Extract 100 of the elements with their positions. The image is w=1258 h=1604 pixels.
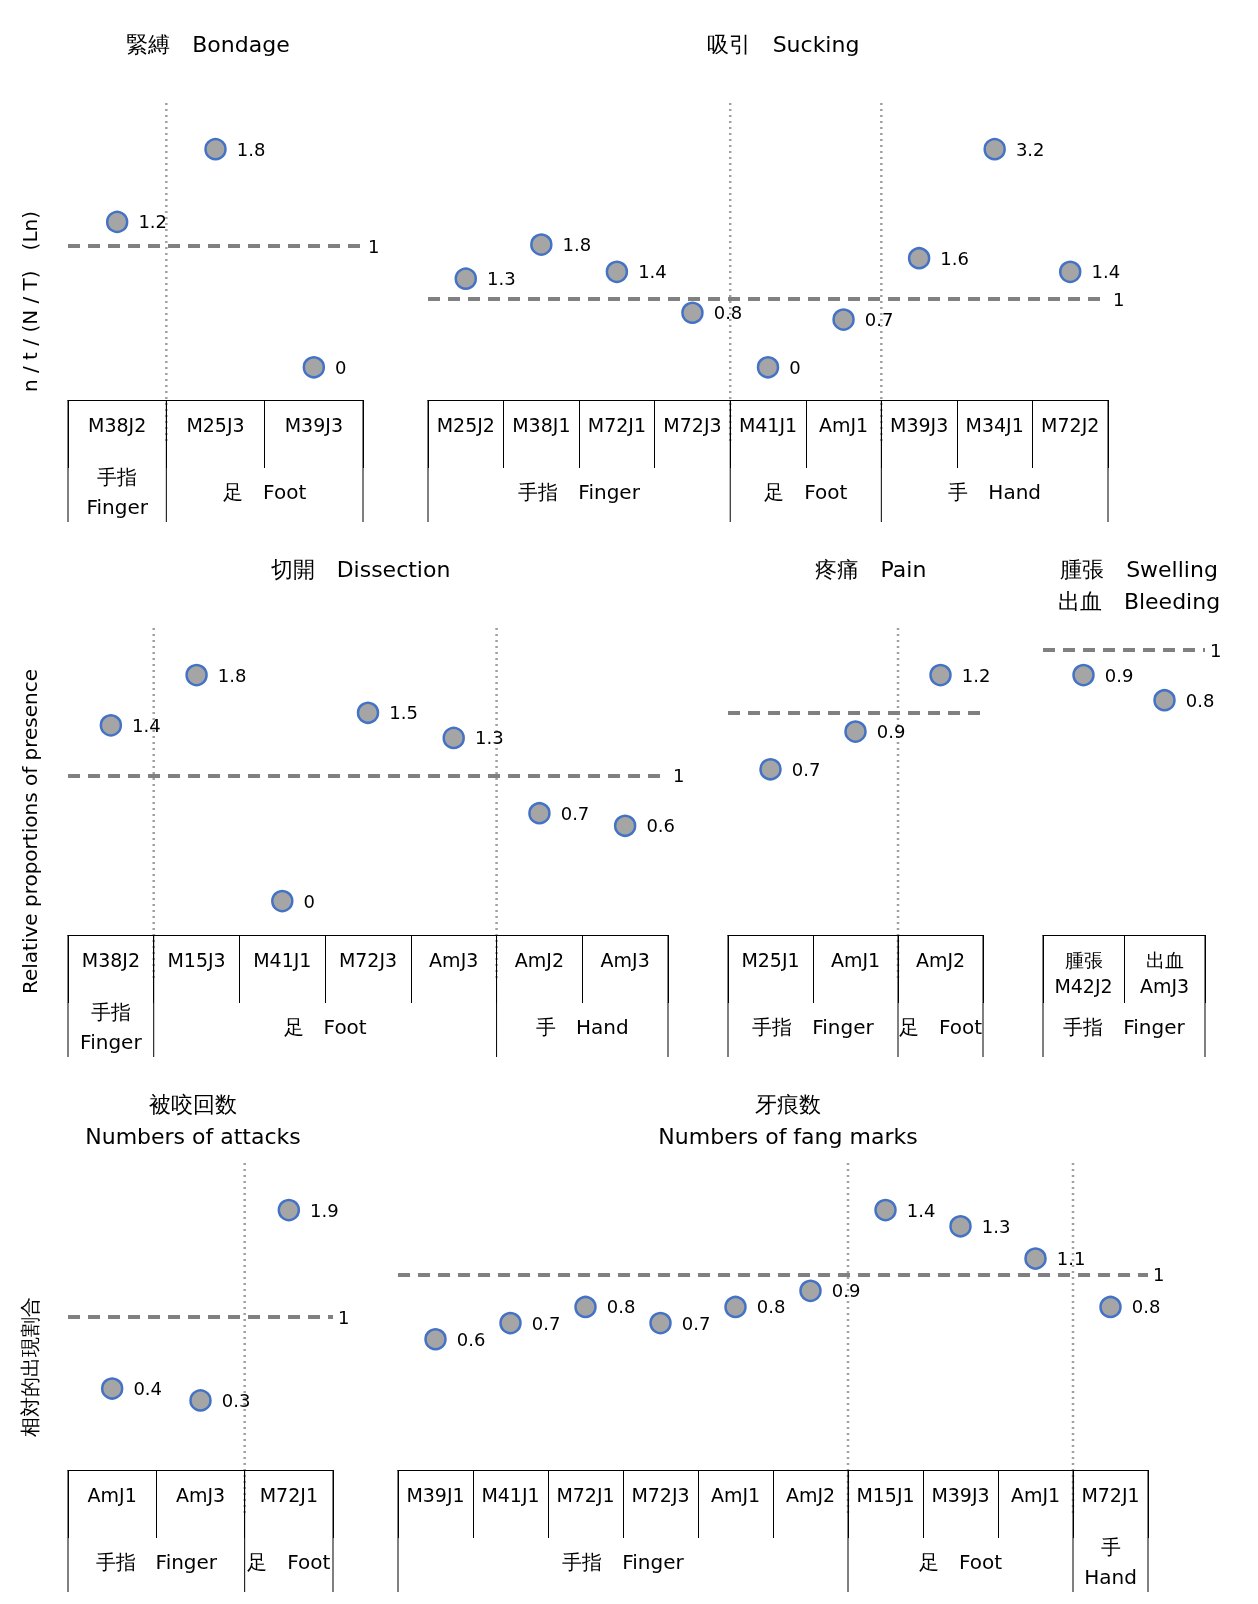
point [649, 1311, 672, 1335]
data-label: 0.9 [876, 721, 906, 743]
point [1024, 1247, 1047, 1270]
point [530, 233, 553, 256]
data-label: 0.8 [713, 302, 743, 324]
point [271, 889, 294, 913]
x-tick-label: AmJ2 [915, 949, 966, 971]
point [756, 356, 780, 379]
text: 手指 Finger [562, 1550, 685, 1574]
data-label: 1.8 [236, 138, 266, 160]
point [499, 1311, 522, 1335]
data-label: 1.3 [981, 1215, 1011, 1237]
x-tick-label: M38J2 [88, 414, 147, 436]
x-tick-label: M39J3 [284, 414, 343, 436]
x-tick-label: AmJ1 [710, 1484, 761, 1506]
data-label: 0.8 [1185, 689, 1215, 711]
text: 手指 Finger [752, 1015, 875, 1039]
x-tick-label: M25J2 [436, 414, 495, 436]
point [185, 663, 208, 687]
x-tick-label: M72J1 [259, 1484, 318, 1506]
data-label: 1.5 [389, 702, 418, 724]
x-tick-label: M34J1 [965, 414, 1024, 436]
point [799, 1279, 822, 1303]
data-label: 1.2 [961, 664, 991, 686]
x-tick-label: M72J3 [338, 949, 398, 971]
data-label: 1.1 [1056, 1248, 1086, 1270]
x-tick-label: AmJ2 [785, 1484, 836, 1506]
x-tick-label: AmJ3 [429, 949, 479, 971]
x-tick-label: M38J1 [512, 414, 571, 436]
text: 手 Hand [535, 1015, 629, 1039]
ref-line-label: 1 [1113, 288, 1125, 310]
point [574, 1295, 597, 1319]
point [99, 714, 123, 737]
x-tick-label: AmJ3 [175, 1484, 226, 1506]
text: 手 Hand [1084, 1535, 1137, 1589]
data-label: 0.7 [531, 1312, 561, 1334]
x-tick-label: AmJ3 [600, 949, 650, 971]
point [1099, 1295, 1122, 1319]
x-tick-label: M39J1 [406, 1484, 465, 1506]
text: 手指 Finger [1063, 1015, 1186, 1039]
text: 足 Foot [223, 480, 307, 504]
point [1058, 260, 1082, 284]
text: 足 Foot [764, 480, 848, 504]
x-tick-label: M39J3 [931, 1484, 990, 1506]
x-tick-label: 腫張 M42J2 [1054, 949, 1113, 997]
x-tick-label: AmJ1 [1010, 1484, 1061, 1506]
x-tick-label: M41J1 [738, 414, 798, 436]
data-label: 0 [789, 356, 801, 378]
data-label: 0 [303, 890, 315, 912]
chart-title: 牙痕数 Numbers of fang marks [658, 1091, 918, 1149]
data-label: 0.7 [864, 309, 894, 331]
data-label: 0.8 [606, 1296, 636, 1318]
x-tick-label: M72J1 [1081, 1484, 1140, 1506]
chart-title: 切開 Dissection [270, 556, 451, 582]
point [681, 301, 704, 324]
text: 手指 Finger [86, 465, 149, 519]
x-tick-label: M39J3 [889, 414, 949, 436]
x-tick-label: M15J1 [856, 1484, 915, 1506]
text: 手指 Finger [95, 1550, 218, 1574]
data-label: 0.7 [681, 1312, 711, 1334]
point [983, 137, 1006, 161]
x-tick-label: M72J1 [556, 1484, 615, 1506]
x-tick-label: AmJ1 [818, 414, 869, 436]
data-label: 1.3 [487, 268, 516, 290]
data-label: 0.6 [646, 815, 676, 837]
text: 足 Foot [247, 1550, 331, 1574]
x-tick-label: AmJ1 [87, 1484, 137, 1506]
data-label: 0.9 [831, 1280, 861, 1302]
point [454, 267, 478, 290]
data-label: 1.9 [310, 1199, 339, 1221]
chart-title: 疼痛 Pain [814, 556, 927, 582]
text: 足 Foot [898, 1015, 983, 1039]
x-tick-label: M15J3 [167, 949, 226, 971]
text: 足 Foot [283, 1015, 367, 1039]
data-label: 0.8 [756, 1296, 786, 1318]
data-label: 1.4 [132, 714, 161, 736]
point [724, 1295, 747, 1319]
data-label: 0.4 [133, 1378, 163, 1400]
data-label: 0.7 [791, 758, 821, 780]
data-label: 1.3 [474, 727, 504, 749]
data-label: 0.8 [1131, 1296, 1161, 1318]
data-label: 0.6 [456, 1328, 486, 1350]
x-tick-label: AmJ2 [514, 949, 565, 971]
chart-title: 腫張 Swelling 出血 Bleeding [1057, 556, 1221, 614]
text: 足 Foot [918, 1550, 1003, 1574]
x-tick-label: M72J3 [631, 1484, 690, 1506]
data-label: 1.8 [562, 234, 592, 256]
x-tick-label: M72J3 [663, 414, 722, 436]
chart-title: 被咬回数 Numbers of attacks [85, 1091, 301, 1149]
x-tick-label: M38J2 [81, 949, 140, 971]
y-axis-title: n / t / (N / T) (Ln) [18, 210, 42, 393]
x-tick-label: AmJ1 [830, 949, 881, 971]
x-tick-label: M41J1 [253, 949, 312, 971]
data-label: 0.9 [1104, 664, 1134, 686]
data-label: 0.7 [560, 802, 590, 824]
x-tick-label: M25J1 [741, 949, 800, 971]
chart-title: 緊縛 Bondage [126, 31, 290, 57]
chart-title: 吸引 Sucking [706, 31, 860, 57]
x-tick-label: 出血 AmJ3 [1139, 949, 1190, 997]
data-label: 1.2 [138, 211, 168, 233]
